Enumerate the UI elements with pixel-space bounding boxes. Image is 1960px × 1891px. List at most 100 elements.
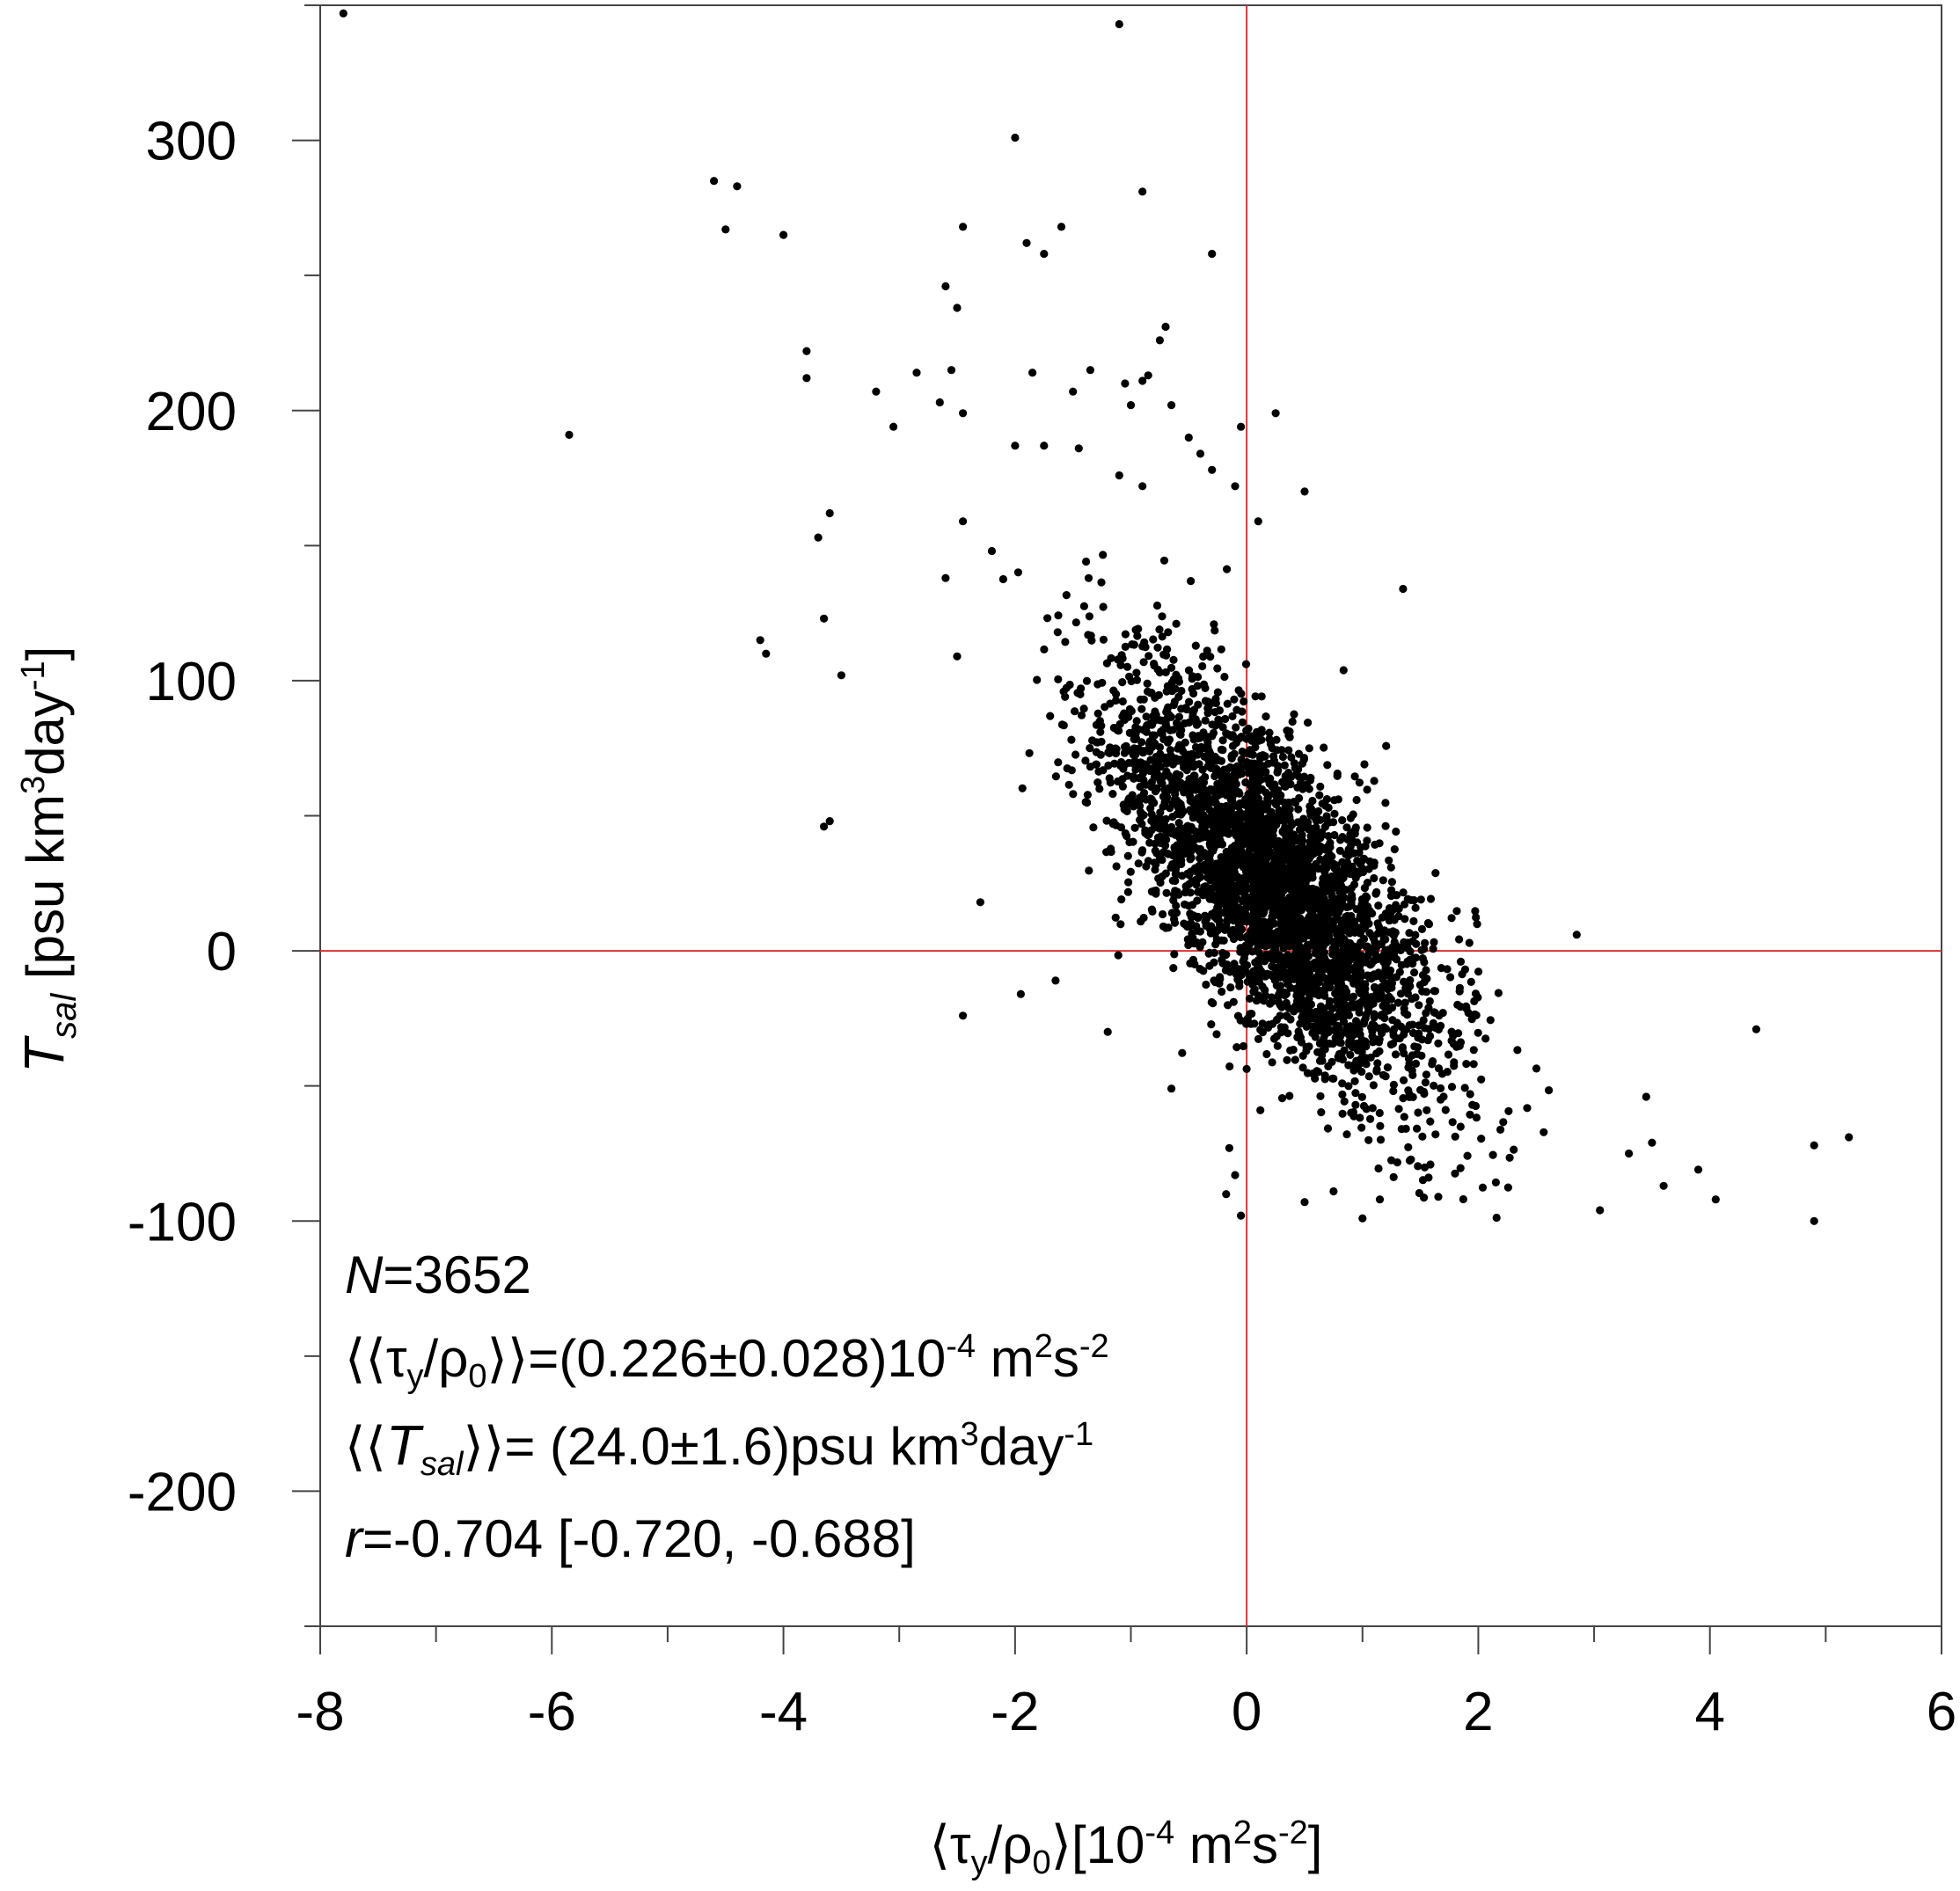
data-point (1120, 748, 1129, 757)
data-point (1387, 878, 1396, 887)
data-point (1367, 960, 1376, 968)
data-point (1424, 920, 1434, 929)
data-point (1182, 705, 1191, 714)
data-point (1222, 922, 1231, 931)
data-point (1317, 1018, 1326, 1026)
data-point (1286, 870, 1295, 880)
data-point (1206, 924, 1215, 933)
data-point (941, 573, 950, 582)
data-point (1025, 748, 1034, 757)
data-point (1161, 668, 1170, 677)
data-point (1265, 728, 1274, 737)
data-point (1227, 930, 1236, 938)
data-point (1280, 866, 1289, 875)
data-point (1465, 938, 1474, 947)
data-point (1334, 1023, 1342, 1032)
data-point (1478, 1183, 1488, 1192)
data-point (1230, 695, 1239, 704)
data-point (1147, 810, 1156, 819)
data-point (1231, 482, 1240, 491)
data-point (1342, 1130, 1351, 1139)
data-point (1181, 762, 1189, 770)
data-point (1203, 646, 1211, 655)
data-point (1269, 789, 1278, 798)
data-point (1379, 876, 1387, 885)
data-point (1282, 975, 1291, 983)
data-point (1210, 752, 1219, 762)
data-point (1389, 1172, 1398, 1181)
data-point (1389, 1086, 1398, 1096)
data-point (1329, 1074, 1338, 1083)
data-point (1219, 869, 1228, 879)
data-point (1215, 916, 1224, 925)
data-point (1363, 836, 1371, 845)
data-point (1258, 882, 1267, 891)
data-point (1423, 1036, 1432, 1045)
data-point (1392, 940, 1401, 950)
data-point (1373, 1059, 1382, 1068)
data-point (1201, 917, 1210, 926)
data-point (1237, 733, 1246, 741)
data-point (1241, 867, 1250, 876)
data-point (1357, 1045, 1366, 1054)
data-point (1196, 872, 1205, 881)
data-point (1195, 814, 1203, 822)
data-point (1286, 1015, 1295, 1024)
data-point (1180, 719, 1189, 728)
data-point (1386, 863, 1395, 872)
data-point (1276, 1023, 1285, 1032)
data-point (1320, 1071, 1329, 1080)
data-point (1290, 830, 1298, 839)
data-point (1303, 1069, 1313, 1077)
data-point (1251, 692, 1260, 701)
data-point (1234, 802, 1243, 811)
data-point (1142, 862, 1151, 871)
data-point (1324, 832, 1333, 841)
data-point (1184, 837, 1193, 846)
data-point (1429, 1019, 1437, 1027)
data-point (1159, 556, 1169, 565)
data-point (1411, 931, 1420, 939)
data-point (1142, 712, 1151, 721)
data-point (1342, 1024, 1351, 1033)
data-point (1249, 907, 1258, 916)
data-point (1289, 877, 1298, 886)
data-point (1190, 799, 1199, 809)
data-point (1372, 1049, 1381, 1058)
data-point (1350, 1077, 1359, 1085)
data-point (1388, 927, 1397, 936)
data-point (1227, 861, 1236, 870)
data-point (1192, 880, 1201, 889)
data-point (1205, 863, 1214, 872)
data-point (1173, 773, 1181, 782)
data-point (1438, 1009, 1447, 1018)
data-point (1196, 778, 1205, 787)
data-point (1223, 910, 1232, 919)
data-point (1262, 854, 1271, 863)
data-point (1181, 900, 1189, 909)
data-point (1532, 1064, 1541, 1073)
data-point (1254, 991, 1262, 1000)
data-point (1419, 1016, 1428, 1025)
data-point (1254, 1034, 1263, 1043)
data-point (1291, 892, 1301, 901)
data-point (1431, 1130, 1440, 1139)
data-point (1469, 1060, 1478, 1069)
data-point (1235, 982, 1244, 990)
data-point (1284, 883, 1293, 892)
data-point (1225, 763, 1235, 771)
data-point (1401, 915, 1409, 924)
data-point (1625, 1149, 1634, 1158)
data-point (1062, 591, 1071, 600)
data-point (1335, 905, 1344, 914)
data-point (1330, 809, 1339, 818)
data-point (1102, 659, 1111, 668)
data-point (1118, 782, 1127, 791)
data-point (721, 225, 730, 234)
data-point (1232, 1043, 1241, 1052)
data-point (959, 517, 968, 526)
data-point (1245, 840, 1254, 849)
data-point (1642, 1092, 1650, 1101)
data-point (1232, 965, 1241, 974)
data-point (1313, 930, 1321, 939)
